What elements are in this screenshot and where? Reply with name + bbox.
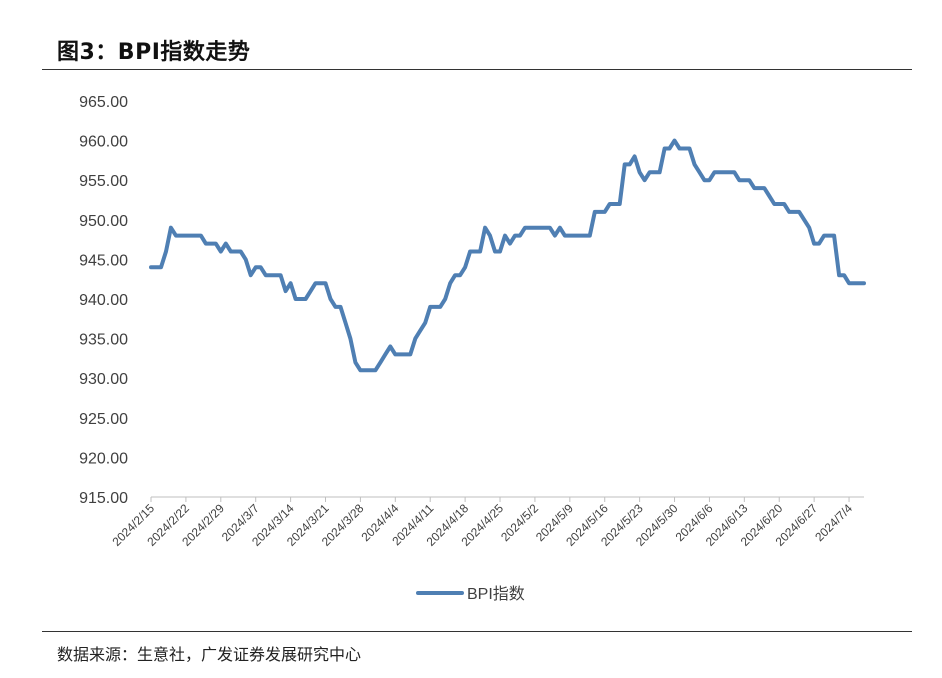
y-tick-label: 920.00 xyxy=(79,450,128,467)
y-tick-label: 945.00 xyxy=(79,252,128,269)
y-tick-label: 930.00 xyxy=(79,371,128,388)
bpi-line-chart: 915.00 920.00 925.00 930.00 935.00 940.00 945.… xyxy=(79,94,866,603)
y-tick-label: 960.00 xyxy=(79,134,128,151)
y-axis: 915.00 920.00 925.00 930.00 935.00 940.00 945.… xyxy=(79,94,128,507)
series-line-bpi xyxy=(149,138,866,373)
title-divider xyxy=(42,69,912,70)
source-note: 数据来源：生意社，广发证券发展研究中心 xyxy=(57,645,362,664)
x-axis: 2024/2/152024/2/222024/2/292024/3/72024/… xyxy=(109,496,864,549)
y-tick-label: 935.00 xyxy=(79,332,128,349)
y-tick-label: 940.00 xyxy=(79,292,128,309)
y-tick-label: 915.00 xyxy=(79,490,128,507)
x-tick-label: 2024/5/2 xyxy=(498,501,541,544)
legend: BPI指数 xyxy=(416,585,525,603)
source-divider xyxy=(42,631,912,632)
x-tick-label: 2024/7/4 xyxy=(812,501,855,544)
series-group xyxy=(149,138,866,373)
y-tick-label: 955.00 xyxy=(79,173,128,190)
legend-label: BPI指数 xyxy=(467,585,525,603)
y-tick-label: 965.00 xyxy=(79,94,128,111)
y-tick-label: 925.00 xyxy=(79,411,128,428)
y-tick-label: 950.00 xyxy=(79,213,128,230)
figure-title: 图3：BPI指数走势 xyxy=(57,40,251,65)
